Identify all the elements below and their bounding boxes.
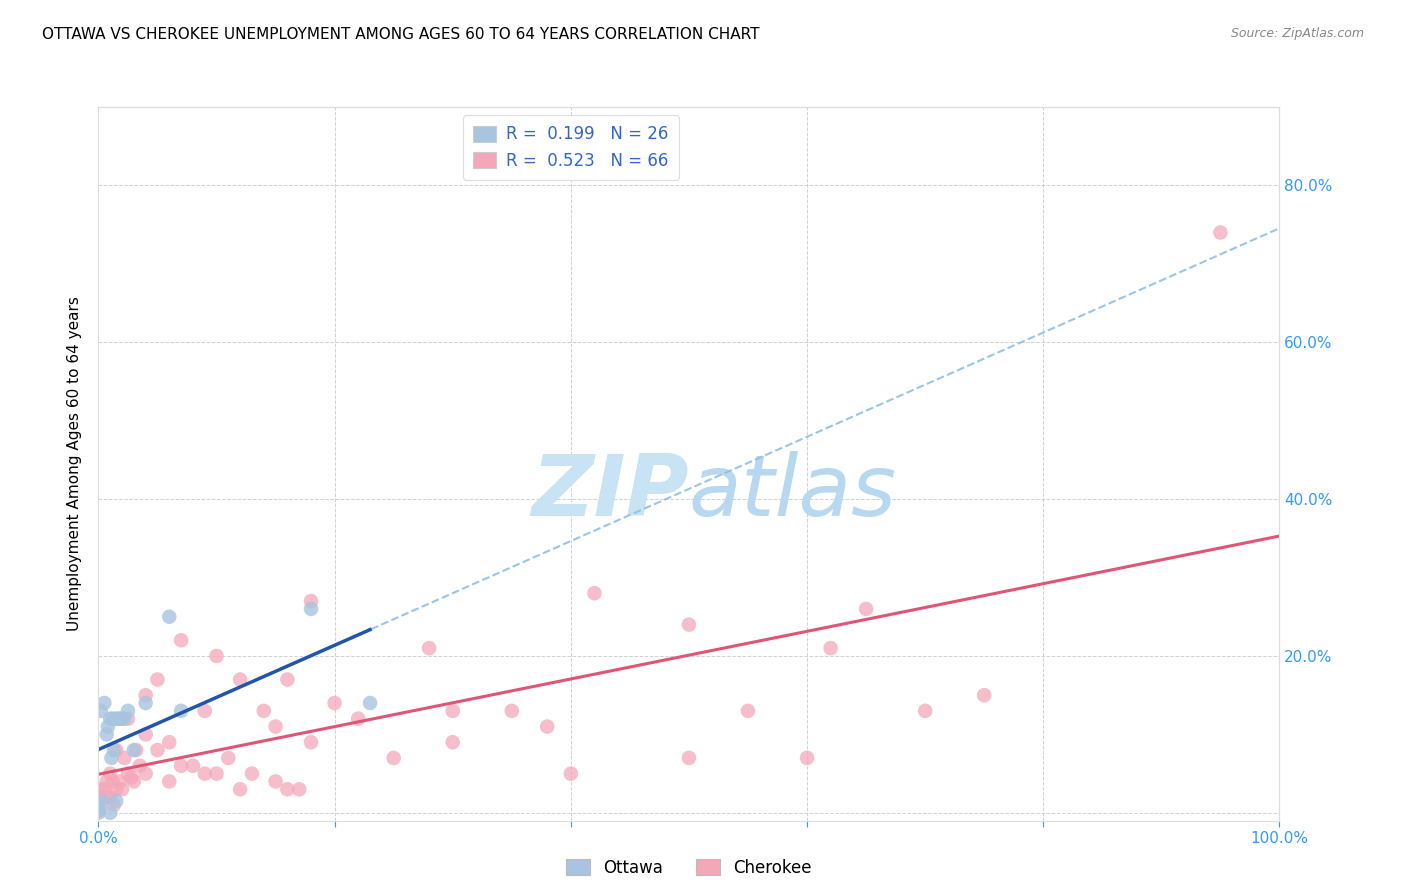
Point [125,743,148,757]
Point [103,797,125,812]
Point [796,751,818,765]
Point [973,688,995,702]
Point [299,602,322,616]
Point [678,617,700,632]
Point [105,712,128,726]
Point [98,805,121,820]
Point [91,794,114,808]
Point [418,641,440,656]
Text: Source: ZipAtlas.com: Source: ZipAtlas.com [1230,27,1364,40]
Point [240,766,263,780]
Point [264,774,287,789]
Point [117,704,139,718]
Point [194,704,217,718]
Point [93,782,115,797]
Point [112,751,135,765]
Point [501,704,523,718]
Point [170,633,193,648]
Point [217,751,239,765]
Point [122,774,145,789]
Point [87,797,110,812]
Point [100,751,122,765]
Point [560,766,582,780]
Point [323,696,346,710]
Point [737,704,759,718]
Point [441,704,464,718]
Point [107,712,129,726]
Point [135,727,157,741]
Point [96,727,118,741]
Point [98,790,121,805]
Point [229,673,252,687]
Point [820,641,842,656]
Point [87,790,110,805]
Point [108,712,131,726]
Y-axis label: Unemployment Among Ages 60 to 64 years: Unemployment Among Ages 60 to 64 years [67,296,83,632]
Point [135,688,157,702]
Point [205,648,228,663]
Point [359,696,381,710]
Point [441,735,464,749]
Point [170,758,193,772]
Point [914,704,936,718]
Point [87,802,110,816]
Point [90,782,112,797]
Point [146,743,169,757]
Point [135,766,157,780]
Point [97,790,120,805]
Legend: Ottawa, Cherokee: Ottawa, Cherokee [560,853,818,884]
Point [229,782,252,797]
Point [276,782,298,797]
Point [135,696,157,710]
Point [157,609,180,624]
Text: ZIP: ZIP [531,450,689,534]
Point [299,594,322,608]
Point [157,735,180,749]
Point [97,720,120,734]
Point [205,766,228,780]
Point [121,771,143,785]
Point [264,720,287,734]
Point [117,766,139,780]
Point [105,782,128,797]
Point [108,774,131,789]
Point [347,712,370,726]
Point [111,782,134,797]
Point [299,735,322,749]
Point [855,602,877,616]
Point [112,712,135,726]
Point [181,758,204,772]
Text: OTTAWA VS CHEROKEE UNEMPLOYMENT AMONG AGES 60 TO 64 YEARS CORRELATION CHART: OTTAWA VS CHEROKEE UNEMPLOYMENT AMONG AG… [42,27,759,42]
Text: atlas: atlas [689,450,897,534]
Point [1209,226,1232,240]
Point [194,766,217,780]
Point [536,720,558,734]
Point [276,673,298,687]
Point [170,704,193,718]
Point [157,774,180,789]
Point [101,774,124,789]
Point [288,782,311,797]
Point [117,712,139,726]
Point [678,751,700,765]
Point [93,696,115,710]
Point [101,712,124,726]
Point [105,743,128,757]
Point [90,704,112,718]
Point [111,712,134,726]
Point [122,743,145,757]
Point [382,751,405,765]
Point [103,743,125,757]
Point [87,804,110,818]
Point [128,758,150,772]
Point [253,704,276,718]
Point [583,586,606,600]
Point [87,805,110,820]
Point [105,794,128,808]
Point [98,766,121,780]
Point [98,712,121,726]
Point [146,673,169,687]
Point [96,774,118,789]
